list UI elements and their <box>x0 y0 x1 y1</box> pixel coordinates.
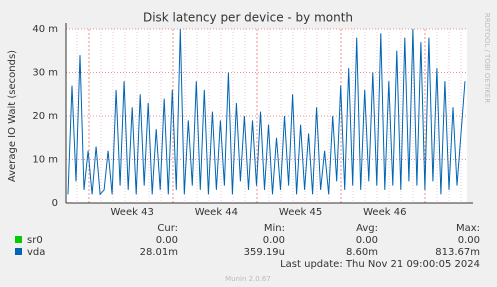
y-axis-label: Average IO Wait (seconds) <box>7 50 18 182</box>
x-tick-label: Week 45 <box>279 207 322 218</box>
y-tick-label: 0 <box>52 198 58 209</box>
y-tick-label: 30 m <box>32 68 58 79</box>
legend-label: vda <box>27 247 45 258</box>
x-tick-label: Week 43 <box>111 207 154 218</box>
legend-swatch <box>15 248 22 255</box>
footer: Munin 2.0.67 <box>225 275 271 283</box>
series-line <box>67 28 466 196</box>
stat-value: 8.60m <box>346 247 378 258</box>
y-tick-label: 40 m <box>32 24 58 35</box>
stat-value: 0.00 <box>156 235 178 246</box>
stat-header: Min: <box>264 223 285 234</box>
stat-value: 28.01m <box>140 247 178 258</box>
chart-title: Disk latency per device - by month <box>143 11 353 25</box>
legend-label: sr0 <box>27 235 43 246</box>
x-tick-label: Week 46 <box>363 207 406 218</box>
stat-value: 0.00 <box>263 235 285 246</box>
last-update: Last update: Thu Nov 21 09:00:05 2024 <box>280 259 480 270</box>
x-tick-label: Week 44 <box>195 207 238 218</box>
stat-value: 0.00 <box>458 235 480 246</box>
y-tick-label: 10 m <box>32 155 58 166</box>
stat-value: 359.19u <box>244 247 285 258</box>
stat-header: Avg: <box>356 223 378 234</box>
stat-header: Max: <box>456 223 480 234</box>
stat-value: 0.00 <box>356 235 378 246</box>
stat-value: 813.67m <box>435 247 480 258</box>
legend-swatch <box>15 236 22 243</box>
stat-header: Cur: <box>157 223 178 234</box>
y-tick-label: 20 m <box>32 111 58 122</box>
side-text: RRDTOOL / TOBI OETIKER <box>483 13 491 103</box>
